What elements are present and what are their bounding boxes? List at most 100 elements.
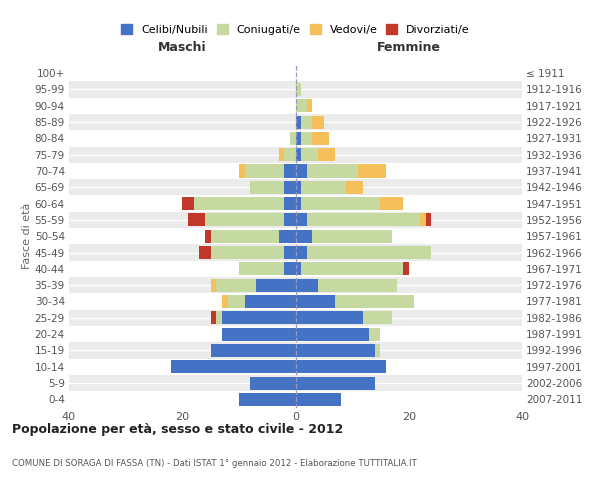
Bar bbox=[296, 328, 369, 340]
Bar bbox=[296, 393, 341, 406]
Bar bbox=[296, 214, 307, 226]
Bar bbox=[403, 262, 409, 276]
Bar bbox=[313, 132, 329, 145]
Bar bbox=[296, 360, 386, 373]
Bar bbox=[239, 164, 245, 177]
Bar bbox=[211, 312, 216, 324]
Bar bbox=[222, 328, 296, 340]
Bar bbox=[69, 130, 522, 146]
Bar bbox=[69, 375, 522, 391]
Bar bbox=[69, 196, 522, 212]
Bar bbox=[69, 212, 522, 228]
Bar bbox=[301, 132, 313, 145]
Bar bbox=[369, 328, 380, 340]
Y-axis label: Anni di nascita: Anni di nascita bbox=[597, 195, 600, 278]
Bar bbox=[296, 230, 313, 243]
Bar bbox=[188, 214, 205, 226]
Bar bbox=[284, 197, 296, 210]
Bar bbox=[69, 391, 522, 407]
Bar bbox=[296, 181, 301, 194]
Bar bbox=[296, 99, 307, 112]
Bar bbox=[216, 278, 256, 291]
Bar bbox=[364, 312, 392, 324]
Bar bbox=[318, 278, 397, 291]
Bar bbox=[301, 262, 403, 276]
Bar bbox=[245, 164, 284, 177]
Bar bbox=[211, 278, 216, 291]
Bar bbox=[301, 197, 380, 210]
Bar bbox=[313, 230, 392, 243]
Bar bbox=[194, 197, 284, 210]
Text: Femmine: Femmine bbox=[377, 40, 441, 54]
Bar bbox=[250, 376, 296, 390]
Bar bbox=[301, 116, 313, 128]
Bar bbox=[426, 214, 431, 226]
Bar bbox=[69, 358, 522, 375]
Bar bbox=[296, 164, 307, 177]
Bar bbox=[296, 116, 301, 128]
Bar bbox=[284, 262, 296, 276]
Bar bbox=[69, 65, 522, 82]
Bar bbox=[296, 278, 318, 291]
Bar bbox=[284, 214, 296, 226]
Bar bbox=[222, 312, 296, 324]
Bar bbox=[69, 277, 522, 293]
Bar bbox=[211, 344, 296, 357]
Bar bbox=[296, 262, 301, 276]
Bar bbox=[290, 132, 296, 145]
Bar bbox=[284, 246, 296, 259]
Bar bbox=[358, 164, 386, 177]
Bar bbox=[284, 148, 296, 161]
Bar bbox=[296, 344, 375, 357]
Bar bbox=[182, 197, 194, 210]
Bar bbox=[69, 342, 522, 358]
Bar bbox=[313, 116, 324, 128]
Bar bbox=[222, 295, 227, 308]
Bar bbox=[239, 393, 296, 406]
Y-axis label: Fasce di età: Fasce di età bbox=[22, 203, 32, 270]
Bar bbox=[69, 260, 522, 277]
Bar bbox=[380, 197, 403, 210]
Text: Maschi: Maschi bbox=[158, 40, 206, 54]
Bar bbox=[239, 262, 284, 276]
Text: COMUNE DI SORAGA DI FASSA (TN) - Dati ISTAT 1° gennaio 2012 - Elaborazione TUTTI: COMUNE DI SORAGA DI FASSA (TN) - Dati IS… bbox=[12, 459, 417, 468]
Bar bbox=[256, 278, 296, 291]
Bar bbox=[375, 344, 380, 357]
Bar bbox=[301, 148, 318, 161]
Bar bbox=[69, 228, 522, 244]
Bar bbox=[205, 230, 211, 243]
Bar bbox=[245, 295, 296, 308]
Bar bbox=[199, 246, 211, 259]
Bar bbox=[69, 179, 522, 196]
Bar bbox=[296, 148, 301, 161]
Bar bbox=[69, 244, 522, 260]
Bar bbox=[307, 214, 420, 226]
Bar bbox=[346, 181, 364, 194]
Bar bbox=[307, 164, 358, 177]
Bar bbox=[284, 181, 296, 194]
Bar bbox=[278, 148, 284, 161]
Bar bbox=[69, 114, 522, 130]
Bar bbox=[69, 294, 522, 310]
Bar bbox=[284, 164, 296, 177]
Bar bbox=[211, 230, 278, 243]
Bar bbox=[296, 83, 301, 96]
Bar bbox=[205, 214, 284, 226]
Bar bbox=[296, 295, 335, 308]
Bar bbox=[69, 146, 522, 163]
Bar bbox=[216, 312, 222, 324]
Bar bbox=[69, 163, 522, 179]
Bar bbox=[307, 99, 313, 112]
Bar bbox=[171, 360, 296, 373]
Bar bbox=[296, 376, 375, 390]
Bar bbox=[69, 98, 522, 114]
Bar bbox=[301, 181, 346, 194]
Bar bbox=[318, 148, 335, 161]
Legend: Celibi/Nubili, Coniugati/e, Vedovi/e, Divorziati/e: Celibi/Nubili, Coniugati/e, Vedovi/e, Di… bbox=[121, 24, 470, 35]
Bar bbox=[69, 326, 522, 342]
Bar bbox=[307, 246, 431, 259]
Bar bbox=[420, 214, 426, 226]
Bar bbox=[250, 181, 284, 194]
Bar bbox=[296, 312, 364, 324]
Bar bbox=[296, 197, 301, 210]
